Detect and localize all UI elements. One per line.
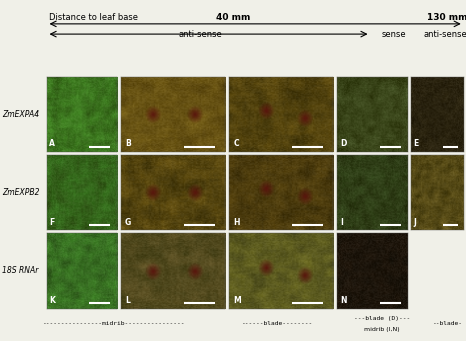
Text: midrib (I,N): midrib (I,N): [364, 327, 400, 331]
Text: ZmEXPB2: ZmEXPB2: [2, 188, 40, 197]
Text: ------blade--------: ------blade--------: [242, 321, 313, 326]
Text: anti-sense: anti-sense: [423, 30, 466, 39]
Text: anti-sense: anti-sense: [178, 30, 222, 39]
Text: H: H: [233, 218, 240, 227]
Text: Distance to leaf base: Distance to leaf base: [49, 13, 138, 21]
Text: 40 mm: 40 mm: [216, 13, 250, 21]
Text: N: N: [340, 296, 347, 305]
Text: A: A: [49, 139, 55, 148]
Text: E: E: [413, 139, 419, 148]
Text: 18S RNAr: 18S RNAr: [2, 266, 39, 276]
Text: I: I: [340, 218, 343, 227]
Text: ZmEXPA4: ZmEXPA4: [2, 110, 40, 119]
Text: L: L: [125, 296, 130, 305]
Text: sense: sense: [382, 30, 406, 39]
Text: C: C: [233, 139, 239, 148]
Text: ----------------midrib----------------: ----------------midrib----------------: [43, 321, 185, 326]
Text: B: B: [125, 139, 131, 148]
Text: G: G: [125, 218, 131, 227]
Text: ---blade (D)---: ---blade (D)---: [354, 316, 410, 321]
Text: --blade-: --blade-: [433, 321, 463, 326]
Text: D: D: [340, 139, 346, 148]
Text: 130 mm: 130 mm: [427, 13, 466, 21]
Text: K: K: [49, 296, 55, 305]
Text: J: J: [413, 218, 417, 227]
Text: M: M: [233, 296, 241, 305]
Text: F: F: [49, 218, 55, 227]
